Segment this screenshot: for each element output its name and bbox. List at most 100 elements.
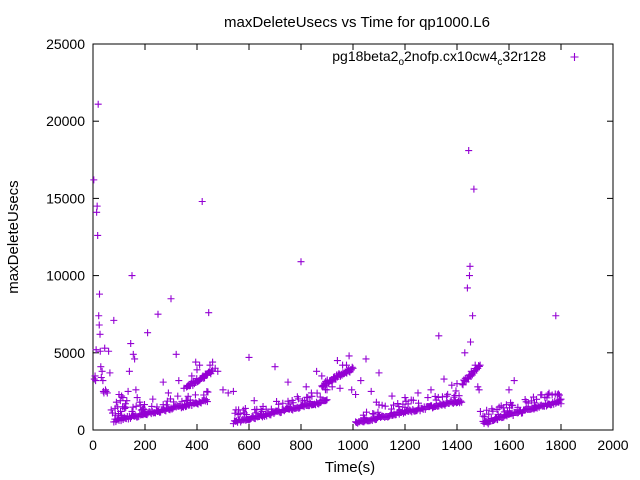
data-point [204,388,212,396]
data-point [92,377,100,385]
data-point [196,361,204,369]
data-point [401,394,409,402]
x-tick-label: 2000 [597,437,628,453]
data-point [466,262,474,270]
x-tick-label: 400 [185,437,209,453]
data-point [323,396,331,404]
data-point [459,381,467,389]
data-point [103,389,111,397]
x-tick-label: 1000 [337,437,368,453]
data-point [318,372,326,380]
data-point [123,397,131,405]
data-point [510,377,518,385]
data-point [144,329,152,337]
data-point [363,408,371,416]
data-point [452,387,460,395]
x-tick-label: 1600 [493,437,524,453]
data-point [502,401,510,409]
data-point [102,387,110,395]
data-point [322,397,330,405]
data-point [117,407,125,415]
y-tick-label: 10000 [46,268,85,284]
data-point [136,401,144,409]
data-point [101,344,109,352]
x-tick-label: 1200 [389,437,420,453]
data-point [203,387,211,395]
data-point [125,367,133,375]
data-point [485,410,493,418]
data-point [470,185,478,193]
data-point [378,401,386,409]
data-point [367,387,375,395]
data-point [336,384,344,392]
data-point [175,377,183,385]
data-point [474,383,482,391]
data-point [132,402,140,410]
data-point [112,398,120,406]
data-point [349,364,357,372]
data-point [409,396,417,404]
data-point [458,398,466,406]
data-point [390,401,398,409]
x-tick-label: 600 [237,437,261,453]
legend-marker-plus [570,53,579,61]
data-point [465,272,473,280]
data-point [404,400,412,408]
y-tick-label: 5000 [54,345,85,361]
data-point [95,321,103,329]
data-point [543,394,551,402]
data-point [92,346,100,354]
y-axis: 0 5000 10000 15000 20000 25000 [46,36,613,438]
data-point [94,100,102,108]
data-point [352,390,360,398]
data-point [381,402,389,410]
data-point [245,353,253,361]
data-point [132,386,140,394]
x-tick-label: 0 [89,437,97,453]
data-point [448,381,456,389]
data-point [476,407,484,415]
data-point [475,362,483,370]
x-tick-label: 1400 [441,437,472,453]
data-point [435,332,443,340]
data-point [414,389,422,397]
data-point [375,369,383,377]
data-point [461,349,469,357]
data-point [133,394,141,402]
data-point [97,374,105,382]
data-point [107,406,115,414]
data-point [159,378,167,386]
data-point [105,347,113,355]
data-point [294,395,302,403]
data-point [556,396,564,404]
data-point [96,330,104,338]
data-point [184,392,192,400]
data-point [483,406,491,414]
data-point [343,361,350,369]
data-point [250,397,258,405]
x-axis: 0 200 400 600 800 1000 1200 1400 1600 1800 2000 [89,44,629,453]
data-point [469,312,477,320]
data-point [174,392,182,400]
data-point [444,390,452,398]
data-point [475,386,483,394]
legend: pg18beta2o2nofp.cx10cw4c32r128 [332,48,579,68]
data-point [96,290,103,298]
data-point [198,197,206,205]
data-point [357,377,365,385]
data-point [394,400,402,408]
data-point [489,407,497,415]
data-point [106,369,114,377]
data-point [302,383,310,391]
data-point [166,395,174,403]
data-point [111,411,119,419]
data-point [345,352,353,360]
data-point [110,316,118,324]
data-point [304,394,312,402]
data-point [313,389,321,397]
data-point [554,390,562,398]
data-point [424,394,432,402]
x-tick-label: 200 [133,437,157,453]
y-axis-label: maxDeleteUsecs [5,180,22,293]
data-point [224,389,232,397]
